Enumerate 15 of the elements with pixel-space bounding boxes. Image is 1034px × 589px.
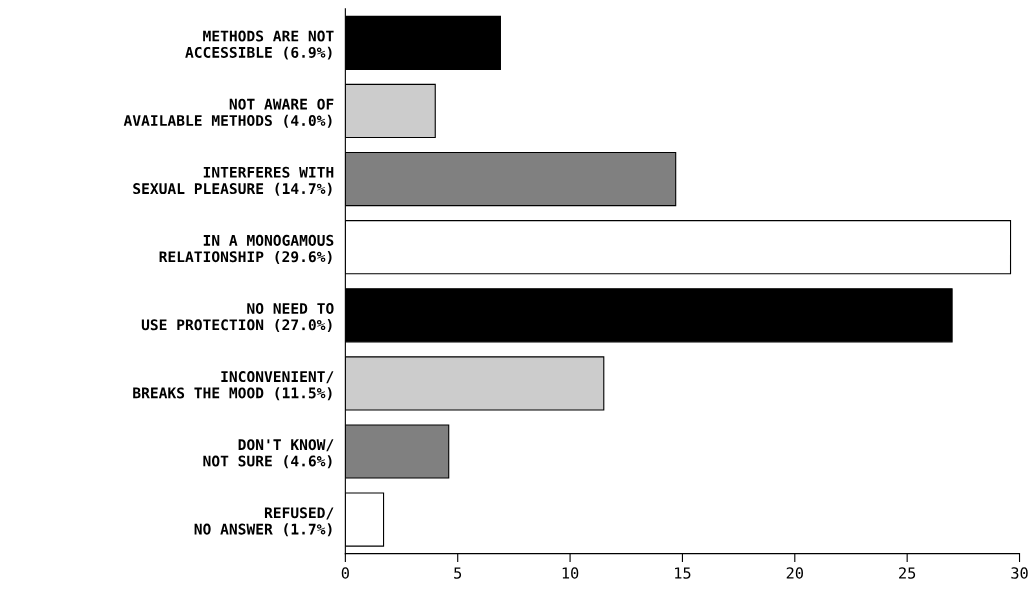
x-tick-label: 5 bbox=[454, 567, 462, 579]
x-tick-label: 20 bbox=[786, 567, 804, 579]
y-tick-label: NOT AWARE OF AVAILABLE METHODS (4.0%) bbox=[123, 98, 334, 128]
y-tick-label: INCONVENIENT/ BREAKS THE MOOD (11.5%) bbox=[133, 371, 334, 401]
x-tick-label: 0 bbox=[341, 567, 349, 579]
x-tick-label: 10 bbox=[562, 567, 579, 579]
y-tick-label: IN A MONOGAMOUS RELATIONSHIP (29.6%) bbox=[159, 234, 334, 264]
y-tick-label: INTERFERES WITH SEXUAL PLEASURE (14.7%) bbox=[133, 166, 334, 196]
x-tick-label: 25 bbox=[899, 567, 916, 579]
y-tick-label: METHODS ARE NOT ACCESSIBLE (6.9%) bbox=[185, 30, 334, 60]
y-tick-label: NO NEED TO USE PROTECTION (27.0%) bbox=[141, 302, 334, 333]
x-tick-label: 15 bbox=[675, 567, 691, 579]
y-tick-label: REFUSED/ NO ANSWER (1.7%) bbox=[194, 507, 334, 537]
y-tick-label: DON'T KNOW/ NOT SURE (4.6%) bbox=[203, 439, 334, 469]
x-tick-label: 30 bbox=[1011, 567, 1028, 579]
